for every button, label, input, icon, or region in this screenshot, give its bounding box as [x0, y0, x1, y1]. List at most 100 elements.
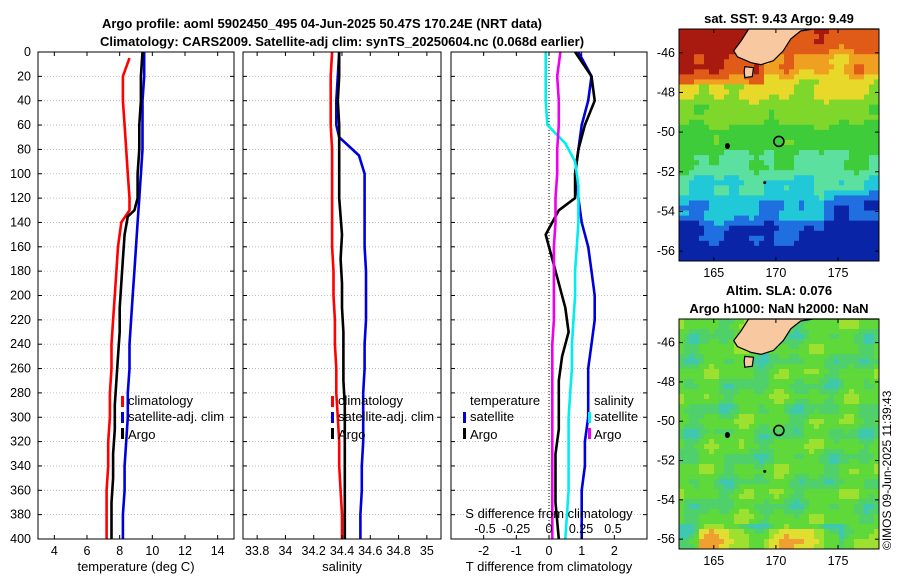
map-cell	[804, 479, 810, 485]
map-cell	[689, 129, 695, 136]
map-cell	[864, 334, 870, 340]
map-cell	[719, 339, 725, 345]
map-cell	[794, 504, 800, 510]
map-cell	[824, 384, 830, 390]
map-cell	[819, 414, 825, 420]
map-cell	[824, 129, 830, 136]
map-cell	[849, 499, 855, 505]
map-cell	[724, 54, 730, 60]
map-cell	[749, 519, 755, 525]
map-cell	[694, 469, 700, 475]
map-cell	[864, 160, 870, 166]
map-cell	[809, 494, 815, 500]
map-cell	[824, 464, 830, 470]
map-cell	[864, 429, 870, 435]
map-cell	[854, 104, 860, 111]
map-cell	[794, 34, 800, 40]
map-cell	[734, 99, 740, 106]
map-cell	[709, 64, 715, 70]
map-cell	[874, 369, 880, 375]
map-cell	[809, 240, 815, 247]
map-cell	[784, 84, 790, 90]
temperature-x-tick-label: 14	[211, 544, 225, 558]
map-cell	[724, 469, 730, 475]
map-cell	[684, 404, 690, 410]
map-cell	[689, 489, 695, 495]
map-cell	[729, 175, 735, 181]
map-cell	[679, 524, 685, 530]
map-cell	[794, 429, 800, 435]
map-cell	[749, 245, 755, 252]
map-cell	[819, 534, 825, 540]
map-cell	[814, 160, 820, 166]
map-cell	[689, 399, 695, 405]
map-cell	[734, 79, 740, 85]
map-cell	[754, 99, 760, 106]
map-cell	[719, 185, 725, 191]
map-cell	[754, 180, 760, 186]
map-cell	[709, 464, 715, 470]
map-cell	[824, 354, 830, 360]
map-cell	[864, 54, 870, 60]
map-cell	[829, 419, 835, 425]
map-cell	[709, 524, 715, 530]
map-cell	[814, 44, 820, 50]
map-cell	[754, 69, 760, 75]
map-cell	[854, 175, 860, 181]
map-cell	[689, 354, 695, 360]
map-cell	[839, 404, 845, 410]
map-cell	[709, 114, 715, 121]
map-cell	[784, 104, 790, 111]
s-tick: 0	[546, 522, 553, 536]
map-cell	[824, 34, 830, 40]
map-cell	[749, 369, 755, 375]
map-cell	[779, 180, 785, 186]
map-cell	[844, 250, 850, 257]
s-difference-label: S difference from climatology	[465, 506, 633, 521]
map-cell	[864, 124, 870, 131]
map-cell	[804, 235, 810, 242]
map-cell	[774, 469, 780, 475]
map-cell	[834, 459, 840, 465]
map-cell	[679, 200, 685, 206]
map-cell	[809, 150, 815, 156]
map-cell	[844, 54, 850, 60]
map-cell	[764, 454, 770, 460]
map-cell	[699, 94, 705, 101]
map-cell	[809, 329, 815, 335]
map-cell	[714, 119, 720, 126]
map-cell	[839, 255, 845, 262]
map-cell	[849, 200, 855, 206]
map-cell	[704, 129, 710, 136]
map-cell	[824, 389, 830, 395]
map-cell	[729, 74, 735, 80]
map-cell	[849, 409, 855, 415]
map-cell	[694, 54, 700, 60]
map-cell	[724, 29, 730, 35]
map-cell	[859, 165, 865, 171]
map-cell	[739, 190, 745, 196]
legend-label-salinity-argo: Argo	[594, 427, 621, 442]
map-cell	[709, 484, 715, 490]
map-cell	[849, 404, 855, 410]
map-cell	[859, 250, 865, 257]
map-cell	[814, 170, 820, 176]
map-cell	[864, 464, 870, 470]
map-cell	[724, 114, 730, 121]
map-cell	[864, 394, 870, 400]
map-cell	[734, 250, 740, 257]
map-cell	[869, 539, 875, 545]
map-cell	[824, 444, 830, 450]
map-cell	[849, 389, 855, 395]
map-cell	[694, 170, 700, 176]
map-cell	[839, 409, 845, 415]
map-cell	[764, 255, 770, 262]
map-cell	[874, 190, 880, 196]
map-cell	[724, 324, 730, 330]
map-cell	[859, 469, 865, 475]
map-cell	[729, 104, 735, 111]
map-cell	[769, 180, 775, 186]
map-cell	[829, 195, 835, 201]
map-cell	[789, 454, 795, 460]
map-cell	[724, 180, 730, 186]
